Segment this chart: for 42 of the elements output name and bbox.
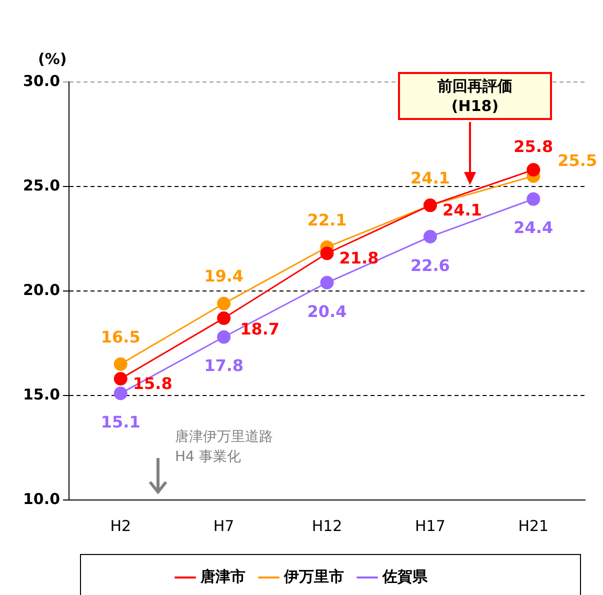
x-tick-label: H7 — [213, 516, 234, 535]
point — [114, 357, 128, 371]
legend-label: 伊万里市 — [282, 567, 344, 586]
y-tick-label: 30.0 — [22, 72, 60, 90]
y-tick-label: 15.0 — [22, 385, 60, 404]
legend-label: 佐賀県 — [381, 567, 428, 586]
point — [217, 330, 231, 344]
legend-label: 唐津市 — [199, 567, 246, 586]
data-label: 22.1 — [307, 210, 347, 230]
point — [320, 246, 334, 260]
x-tick-label: H17 — [415, 516, 446, 535]
point — [423, 230, 437, 244]
point — [114, 372, 128, 386]
data-label: 17.8 — [204, 356, 244, 376]
data-label: 21.8 — [339, 248, 379, 268]
point — [526, 163, 540, 177]
data-label: 25.5 — [558, 151, 598, 170]
data-label: 19.4 — [204, 266, 244, 286]
point — [320, 276, 334, 290]
point — [114, 386, 128, 400]
data-label: 15.1 — [100, 412, 140, 432]
point — [217, 311, 231, 325]
data-label: 22.6 — [410, 256, 450, 275]
y-axis-title: (%) — [38, 50, 67, 68]
point — [526, 192, 540, 206]
x-tick-label: H12 — [312, 516, 342, 535]
annotation: 唐津伊万里道路 H4 事業化 — [175, 428, 273, 467]
data-label: 18.7 — [240, 319, 280, 338]
data-label: 24.1 — [410, 168, 450, 188]
data-label: 20.4 — [307, 302, 347, 321]
y-tick-label: 10.0 — [22, 490, 60, 508]
y-tick-label: 20.0 — [22, 280, 60, 299]
callout-box: 前回再評価 (H18) — [398, 72, 552, 120]
x-tick-label: H2 — [110, 516, 132, 535]
x-tick-label: H21 — [518, 516, 549, 535]
data-label: 25.8 — [514, 136, 554, 156]
point — [217, 296, 231, 310]
data-label: 24.4 — [514, 218, 554, 238]
y-tick-label: 25.0 — [22, 176, 60, 194]
data-label: 24.1 — [442, 200, 482, 220]
data-label: 16.5 — [100, 327, 140, 346]
data-label: 15.8 — [132, 374, 172, 393]
